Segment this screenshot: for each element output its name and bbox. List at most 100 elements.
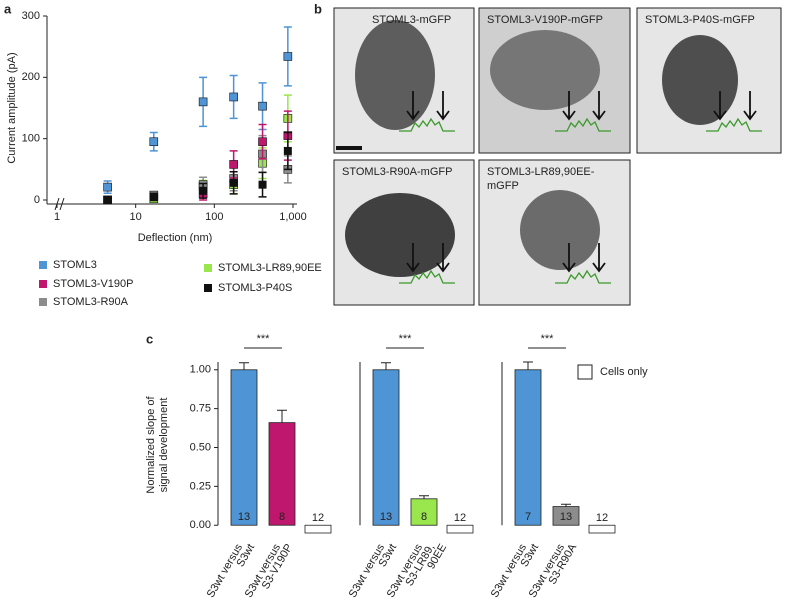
y-axis-label: signal development — [158, 398, 170, 493]
panel-label: b — [314, 1, 322, 16]
arrow — [406, 243, 420, 273]
bar — [268, 422, 296, 526]
marker — [258, 137, 267, 147]
image-label: STOML3-V190P-mGFP — [487, 14, 603, 26]
image-label: STOML3-R90A-mGFP — [342, 166, 452, 178]
cell — [662, 35, 738, 125]
marker — [103, 196, 112, 204]
bar — [304, 524, 332, 534]
intensity-trace — [399, 269, 455, 284]
count-label: 8 — [279, 511, 285, 523]
x-tick-label: S3wt versus — [347, 542, 388, 600]
legend-label: Cells only — [600, 366, 648, 378]
legend-label: STOML3-V190P — [53, 278, 134, 290]
legend-marker — [204, 284, 212, 292]
image-label: STOML3-LR89,90EE- — [487, 166, 595, 178]
x-tick-label: 10 — [130, 211, 142, 223]
arrow — [592, 91, 606, 121]
marker — [283, 146, 292, 155]
intensity-trace — [706, 117, 762, 132]
intensity-trace — [555, 117, 611, 132]
legend-marker — [204, 264, 212, 272]
legend-label: STOML3 — [53, 259, 97, 271]
x-tick-label: S3wt versus — [205, 542, 246, 600]
image-label: STOML3-P40S-mGFP — [645, 14, 755, 26]
legend-marker — [577, 364, 593, 380]
marker — [199, 186, 208, 195]
x-tick-label: S3wt versus — [489, 542, 530, 600]
y-tick-label: 1.00 — [190, 364, 211, 376]
image-label: mGFP — [487, 180, 519, 192]
count-label: 7 — [525, 511, 531, 523]
cell — [345, 193, 455, 277]
arrow — [436, 91, 450, 121]
marker — [229, 178, 238, 187]
bar — [514, 369, 542, 526]
error-bar — [239, 362, 249, 370]
x-tick-label: 1,000 — [279, 211, 307, 223]
error-bar — [561, 503, 571, 507]
y-axis-label: Normalized slope of — [145, 395, 157, 493]
count-label: 12 — [596, 512, 608, 524]
y-tick-label: 0.25 — [190, 480, 211, 492]
marker — [229, 160, 238, 169]
bar — [410, 498, 438, 526]
arrow — [562, 243, 576, 273]
y-tick-label: 0.00 — [190, 519, 211, 531]
legend-marker — [39, 280, 47, 288]
marker — [198, 97, 208, 107]
legend-marker — [39, 261, 47, 269]
arrow — [713, 91, 727, 121]
count-label: 13 — [238, 511, 250, 523]
error-bar — [277, 409, 287, 423]
image-label: STOML3-mGFP — [372, 14, 451, 26]
arrow — [436, 243, 450, 273]
y-axis-label: Current amplitude (pA) — [6, 52, 18, 163]
x-axis-label: Deflection (nm) — [138, 232, 213, 244]
error-bar — [419, 495, 429, 499]
x-tick-label: 100 — [205, 211, 223, 223]
bar — [446, 524, 474, 534]
significance-label: *** — [257, 333, 271, 345]
legend-marker — [39, 298, 47, 306]
bar — [588, 524, 616, 534]
y-tick-label: 0.50 — [190, 441, 211, 453]
cell — [490, 30, 600, 110]
count-label: 8 — [421, 511, 427, 523]
legend-label: STOML3-R90A — [53, 296, 129, 308]
panel-label: c — [146, 331, 153, 346]
panel-label: a — [4, 1, 12, 16]
arrow — [592, 243, 606, 273]
count-label: 13 — [560, 511, 572, 523]
bar — [372, 369, 400, 526]
intensity-trace — [555, 269, 611, 284]
marker — [149, 137, 159, 147]
error-bar — [523, 361, 533, 370]
y-tick-label: 200 — [22, 71, 40, 83]
marker — [283, 52, 293, 61]
y-tick-label: 300 — [22, 10, 40, 22]
marker — [229, 92, 238, 102]
bar — [230, 369, 258, 526]
arrow — [406, 91, 420, 121]
arrow — [562, 91, 576, 121]
error-bar — [381, 362, 391, 370]
cell — [355, 20, 435, 130]
marker — [149, 192, 158, 201]
arrow — [743, 91, 757, 121]
x-tick-label: 1 — [54, 211, 60, 223]
count-label: 12 — [312, 512, 324, 524]
legend-label: STOML3-LR89,90EE — [218, 262, 322, 274]
count-label: 12 — [454, 512, 466, 524]
marker — [258, 180, 267, 189]
marker — [103, 182, 112, 192]
legend-label: STOML3-P40S — [218, 282, 292, 294]
count-label: 13 — [380, 511, 392, 523]
scale-bar — [336, 146, 362, 150]
cell — [520, 190, 600, 270]
marker — [258, 101, 267, 111]
significance-label: *** — [541, 333, 555, 345]
significance-label: *** — [399, 333, 413, 345]
intensity-trace — [399, 117, 455, 132]
